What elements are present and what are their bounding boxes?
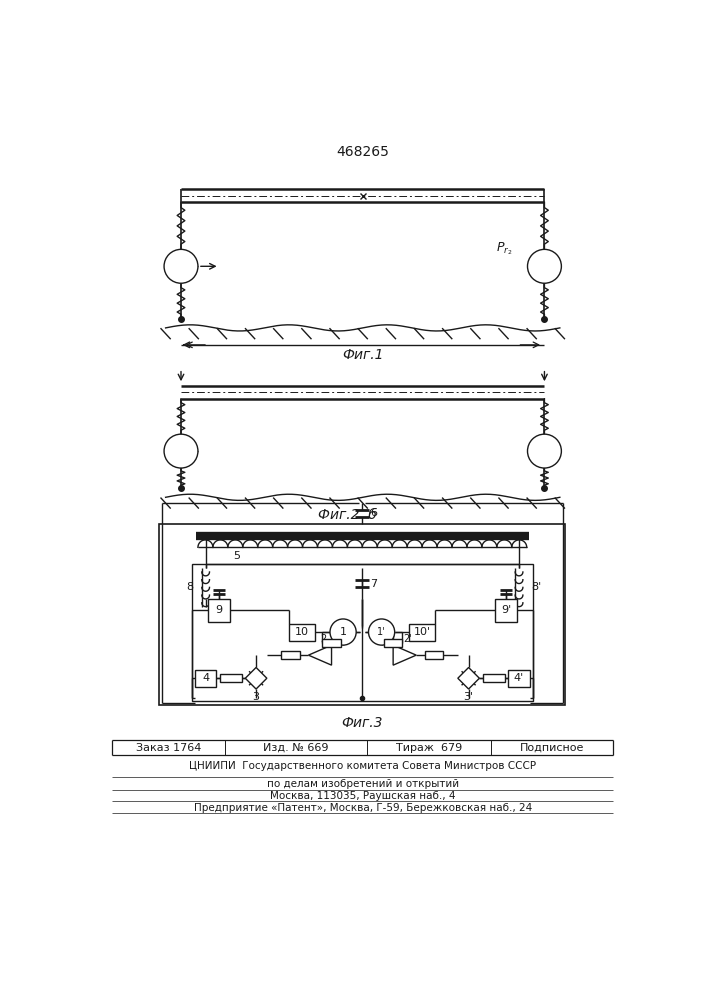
Text: 3: 3 xyxy=(252,692,259,702)
Bar xyxy=(425,651,443,659)
Text: 1: 1 xyxy=(339,627,346,637)
Bar xyxy=(281,651,300,659)
Bar xyxy=(384,639,402,647)
Text: Фиг.1: Фиг.1 xyxy=(342,348,383,362)
Bar xyxy=(508,670,530,687)
Text: Предприятие «Патент», Москва, Г-59, Бережковская наб., 24: Предприятие «Патент», Москва, Г-59, Бере… xyxy=(194,803,532,813)
Circle shape xyxy=(527,249,561,283)
Text: 2': 2' xyxy=(404,634,412,644)
Bar xyxy=(160,524,565,705)
Text: Фиг.3: Фиг.3 xyxy=(341,716,383,730)
Polygon shape xyxy=(308,645,332,665)
Bar xyxy=(220,674,242,682)
Text: 4': 4' xyxy=(514,673,524,683)
Text: 8: 8 xyxy=(186,582,193,592)
Circle shape xyxy=(164,249,198,283)
Text: $P_{r_2}$: $P_{r_2}$ xyxy=(496,240,513,257)
Text: 3': 3' xyxy=(464,692,474,702)
Text: 2: 2 xyxy=(320,634,326,644)
Text: 4: 4 xyxy=(202,673,209,683)
Bar xyxy=(192,564,533,701)
Text: 468265: 468265 xyxy=(337,145,389,159)
Text: 9: 9 xyxy=(215,605,222,615)
Text: Фиг.2  б: Фиг.2 б xyxy=(318,508,377,522)
Polygon shape xyxy=(458,667,479,689)
Text: ЦНИИПИ  Государственного комитета Совета Министров СССР: ЦНИИПИ Государственного комитета Совета … xyxy=(189,761,537,771)
Circle shape xyxy=(527,434,561,468)
Text: Москва, 113035, Раушская наб., 4: Москва, 113035, Раушская наб., 4 xyxy=(270,791,455,801)
Text: 6: 6 xyxy=(370,508,377,518)
Bar xyxy=(495,599,517,622)
Text: 10: 10 xyxy=(296,627,309,637)
Circle shape xyxy=(330,619,356,645)
Text: 5: 5 xyxy=(233,551,240,561)
Text: по делам изобретений и открытий: по делам изобретений и открытий xyxy=(267,779,459,789)
Bar xyxy=(409,624,436,641)
Circle shape xyxy=(164,434,198,468)
Bar xyxy=(208,599,230,622)
Polygon shape xyxy=(393,645,416,665)
Bar xyxy=(322,639,341,647)
Text: Изд. № 669: Изд. № 669 xyxy=(264,743,329,753)
Text: 8': 8' xyxy=(532,582,542,592)
Text: Тираж  679: Тираж 679 xyxy=(396,743,462,753)
Text: Заказ 1764: Заказ 1764 xyxy=(136,743,201,753)
Text: 1': 1' xyxy=(378,627,386,637)
Text: 9': 9' xyxy=(501,605,511,615)
Bar xyxy=(289,624,315,641)
Bar xyxy=(483,674,505,682)
Text: Подписное: Подписное xyxy=(520,743,584,753)
Polygon shape xyxy=(245,667,267,689)
Bar xyxy=(195,670,216,687)
Circle shape xyxy=(368,619,395,645)
Text: 7: 7 xyxy=(370,579,377,589)
Text: 10': 10' xyxy=(414,627,431,637)
